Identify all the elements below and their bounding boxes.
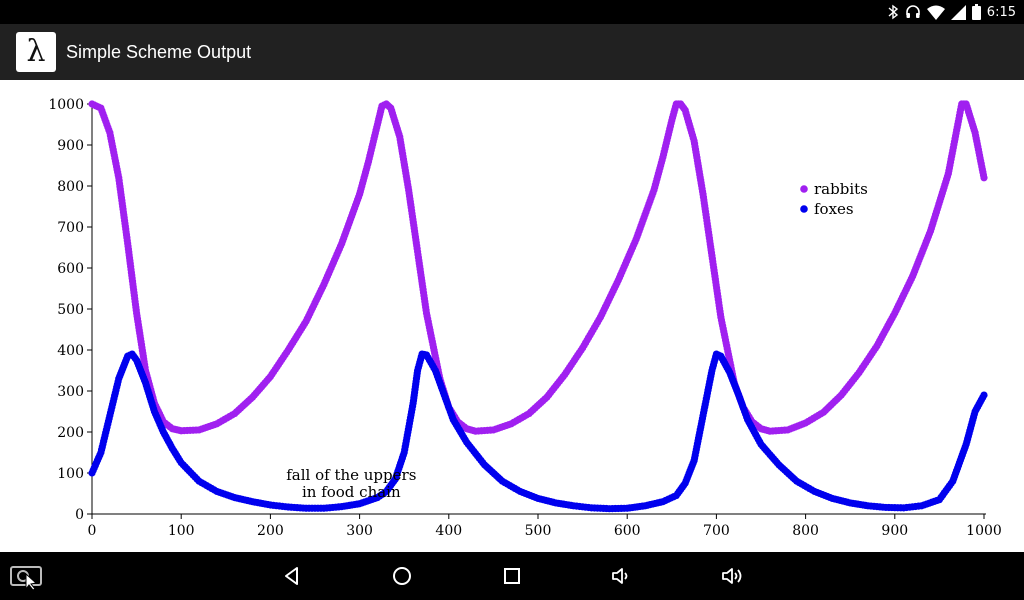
x-tick-label: 200 [257, 523, 284, 539]
x-tick-label: 900 [881, 523, 908, 539]
legend-label-foxes: foxes [814, 200, 854, 218]
back-icon[interactable] [280, 564, 304, 588]
y-tick-label: 200 [57, 425, 84, 441]
annotation-line-2: in food chain [302, 483, 401, 501]
battery-icon [971, 4, 981, 20]
chart-area: 0 100 200 300 400 500 600 700 800 900 1000 0 100 200 3… [0, 80, 1024, 552]
y-tick-label: 300 [57, 384, 84, 400]
y-tick-label: 0 [75, 507, 84, 523]
app-bar: λ Simple Scheme Output [0, 24, 1024, 80]
x-tick-label: 400 [435, 523, 462, 539]
x-tick-label: 500 [525, 523, 552, 539]
chart-marks [88, 100, 988, 513]
status-icons: 6:15 [887, 0, 1024, 24]
y-tick-label: 1000 [48, 97, 84, 113]
legend-label-rabbits: rabbits [814, 180, 868, 198]
status-bar: 6:15 [0, 0, 1024, 24]
x-tick-label: 100 [168, 523, 195, 539]
series-rabbits [88, 100, 988, 435]
population-chart: 0 100 200 300 400 500 600 700 800 900 1000 0 100 200 3… [48, 97, 1001, 539]
legend-marker-foxes [800, 205, 808, 213]
chart-legend: rabbits foxes [800, 180, 868, 218]
app-title: Simple Scheme Output [66, 42, 252, 62]
x-tick-label: 800 [792, 523, 819, 539]
y-tick-label: 500 [57, 302, 84, 318]
x-tick-label: 300 [346, 523, 373, 539]
status-time: 6:15 [986, 4, 1016, 20]
y-tick-label: 400 [57, 343, 84, 359]
bluetooth-icon [887, 4, 899, 20]
annotation-line-1: fall of the uppers [286, 466, 416, 484]
y-tick-label: 800 [57, 179, 84, 195]
signal-icon [950, 4, 966, 20]
screenshot-icon[interactable] [10, 562, 44, 590]
y-tick-label: 900 [57, 138, 84, 154]
rabbits-point [980, 174, 988, 182]
app-logo: λ [16, 32, 56, 72]
lambda-icon: λ [26, 34, 46, 69]
home-icon[interactable] [390, 564, 414, 588]
y-tick-label: 100 [57, 466, 84, 482]
wifi-icon [926, 5, 945, 20]
x-tick-label: 0 [88, 523, 97, 539]
foxes-point [980, 391, 988, 399]
legend-marker-rabbits [800, 185, 808, 193]
x-tick-label: 600 [614, 523, 641, 539]
nav-bar [0, 552, 1024, 600]
chart-axes: 0 100 200 300 400 500 600 700 800 900 1000 0 100 200 3… [48, 97, 1001, 539]
headset-icon [905, 4, 921, 20]
series-foxes [88, 350, 988, 513]
x-tick-label: 700 [703, 523, 730, 539]
volume-down-icon[interactable] [610, 564, 634, 588]
y-tick-label: 600 [57, 261, 84, 277]
y-tick-label: 700 [57, 220, 84, 236]
volume-up-icon[interactable] [720, 564, 744, 588]
x-tick-label: 1000 [966, 523, 1002, 539]
recents-icon[interactable] [500, 564, 524, 588]
